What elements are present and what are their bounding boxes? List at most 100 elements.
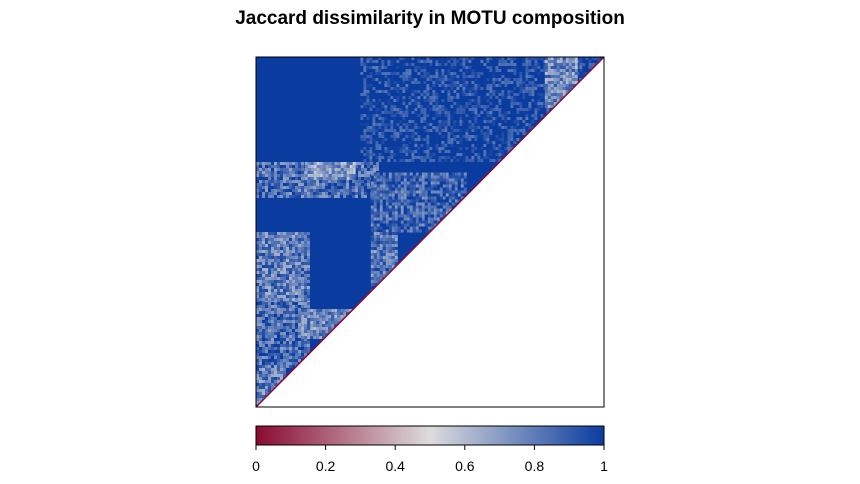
heatmap-cell (477, 99, 481, 102)
heatmap-cell (406, 178, 410, 182)
heatmap-cell (328, 195, 331, 198)
heatmap-cell (271, 238, 274, 241)
heatmap-cell (585, 78, 589, 81)
heatmap-cell (301, 174, 304, 177)
heatmap-cell (555, 126, 559, 129)
heatmap-cell (471, 69, 475, 72)
heatmap-cell (568, 57, 572, 60)
heatmap-cell (444, 99, 448, 102)
heatmap-cell (594, 132, 598, 135)
heatmap-cell (412, 181, 416, 185)
heatmap-cell (456, 57, 460, 60)
heatmap-cell (310, 186, 313, 189)
heatmap-cell (289, 192, 292, 195)
heatmap-cell (346, 186, 349, 189)
heatmap-cell (570, 126, 574, 129)
heatmap-cell (597, 102, 601, 105)
heatmap-cell (561, 102, 565, 105)
heatmap-cell (424, 205, 428, 209)
heatmap-cell (292, 271, 295, 274)
heatmap-cell (417, 69, 421, 72)
heatmap-cell (292, 305, 295, 308)
heatmap-cell (396, 84, 400, 87)
heatmap-cell (579, 111, 583, 114)
heatmap-cell (450, 90, 454, 93)
heatmap-cell (559, 63, 563, 66)
heatmap-cell (474, 108, 478, 111)
heatmap-cell (298, 162, 301, 165)
heatmap-cell (556, 60, 560, 63)
heatmap-cell (463, 172, 467, 176)
heatmap-cell (450, 111, 454, 114)
heatmap-cell (474, 90, 478, 93)
heatmap-cell (295, 259, 298, 262)
heatmap-cell (292, 238, 295, 241)
heatmap-cell (480, 66, 484, 69)
heatmap-cell (409, 193, 413, 197)
heatmap-cell (373, 277, 377, 280)
heatmap-cell (528, 141, 532, 144)
heatmap-cell (439, 229, 443, 233)
heatmap-cell (579, 69, 583, 72)
heatmap-cell (582, 129, 586, 132)
heatmap-cell (498, 90, 502, 93)
heatmap-cell (460, 196, 464, 200)
heatmap-cell (579, 141, 583, 144)
heatmap-cell (463, 193, 467, 197)
heatmap-cell (463, 214, 467, 218)
heatmap-cell (402, 126, 406, 129)
heatmap-cell (259, 235, 262, 238)
heatmap-cell (262, 256, 265, 259)
heatmap-cell (588, 135, 592, 138)
heatmap-cell (382, 184, 386, 188)
heatmap-cell (369, 63, 373, 66)
heatmap-cell (558, 144, 562, 147)
heatmap-cell (486, 84, 490, 87)
heatmap-cell (433, 190, 437, 194)
heatmap-cell (360, 117, 364, 120)
heatmap-cell (441, 147, 445, 150)
heatmap-cell (313, 192, 316, 195)
heatmap-cell (573, 108, 577, 111)
heatmap-cell (433, 196, 437, 200)
heatmap-cell (337, 162, 341, 165)
heatmap-cell (400, 205, 404, 209)
heatmap-cell (450, 159, 454, 162)
heatmap-cell (426, 66, 430, 69)
heatmap-cell (363, 90, 367, 93)
heatmap-cell (531, 66, 535, 69)
heatmap-cell (363, 57, 367, 60)
heatmap-cell (486, 114, 490, 117)
heatmap-cell (375, 111, 379, 114)
heatmap-cell (379, 301, 383, 304)
heatmap-cell (412, 223, 416, 227)
heatmap-cell (379, 295, 383, 298)
heatmap-cell (415, 205, 419, 209)
heatmap-cell (370, 241, 374, 244)
heatmap-cell (510, 63, 514, 66)
heatmap-cell (571, 69, 575, 72)
heatmap-cell (376, 244, 380, 247)
heatmap-cell (259, 238, 262, 241)
heatmap-cell (396, 144, 400, 147)
heatmap-cell (352, 162, 356, 165)
heatmap-cell (513, 153, 517, 156)
heatmap-cell (396, 99, 400, 102)
heatmap-cell (600, 150, 604, 153)
heatmap-cell (364, 168, 367, 171)
heatmap-cell (397, 202, 401, 206)
heatmap-cell (564, 138, 568, 141)
heatmap-cell (417, 150, 421, 153)
heatmap-cell (313, 162, 317, 165)
heatmap-cell (573, 99, 577, 102)
heatmap-cell (376, 187, 380, 191)
heatmap-cell (337, 171, 341, 174)
heatmap-cell (579, 159, 583, 162)
heatmap-cell (256, 298, 259, 301)
heatmap-cell (310, 177, 314, 180)
heatmap-cell (459, 114, 463, 117)
heatmap-cell (379, 226, 383, 230)
heatmap-cell (460, 175, 464, 179)
heatmap-cell (403, 178, 407, 182)
heatmap-cell (409, 208, 413, 212)
